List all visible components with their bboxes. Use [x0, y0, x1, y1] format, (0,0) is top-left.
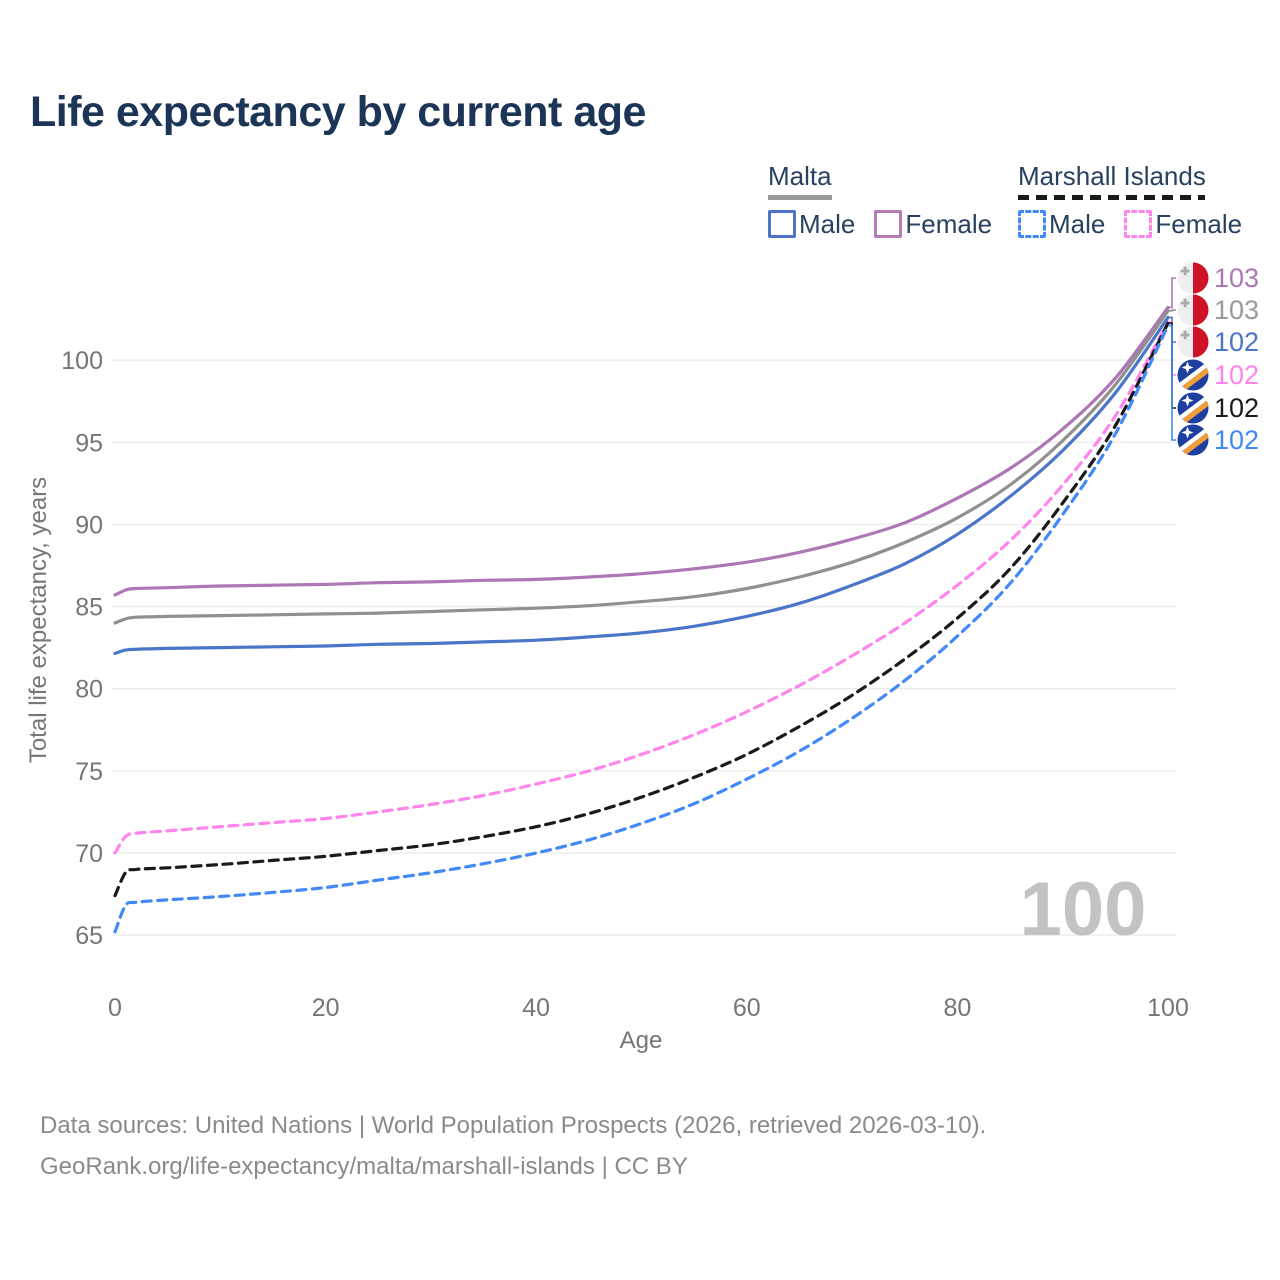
end-label-value-marshall-islands-male: 102: [1214, 425, 1259, 455]
end-label-value-malta: 103: [1214, 295, 1259, 325]
footer-attribution: GeoRank.org/life-expectancy/malta/marsha…: [40, 1152, 688, 1180]
series-line-malta-male: [113, 315, 1170, 655]
x-tick-label-0: 0: [108, 994, 122, 1022]
checkbox-marshall-islands-female[interactable]: [1124, 210, 1153, 239]
end-label-value-malta-female: 103: [1214, 263, 1259, 293]
malta-flag-icon: [1177, 294, 1209, 326]
legend-group-malta: Malta Male Female: [768, 162, 992, 240]
end-label-value-marshall-islands-female: 102: [1214, 360, 1259, 390]
checkbox-label-malta-female: Female: [905, 208, 993, 239]
end-label-leader-marshall-islands-male: [1168, 324, 1176, 441]
x-tick-label-60: 60: [733, 994, 761, 1022]
series-line-marshall-islands-male: [113, 324, 1170, 934]
end-label-leader-malta-female: [1168, 277, 1176, 309]
checkbox-label-malta-male: Male: [799, 208, 856, 239]
x-axis-title: Age: [620, 1027, 663, 1054]
y-tick-label-90: 90: [75, 511, 103, 539]
legend-title-malta: Malta: [768, 161, 832, 191]
end-label-leader-malta: [1168, 309, 1176, 312]
x-tick-label-40: 40: [522, 994, 550, 1022]
checkbox-malta-male[interactable]: [768, 210, 796, 239]
y-tick-label-85: 85: [75, 594, 103, 622]
x-tick-label-100: 100: [1147, 994, 1189, 1022]
checkbox-label-marshall-islands-male: Male: [1049, 208, 1106, 239]
y-axis-title: Total life expectancy, years: [25, 477, 52, 763]
page-title: Life expectancy by current age: [30, 88, 646, 136]
checkbox-malta-female[interactable]: [874, 210, 903, 239]
series-line-malta: [113, 309, 1170, 625]
malta-flag-icon: [1177, 326, 1209, 358]
checkbox-label-marshall-islands-female: Female: [1155, 208, 1243, 239]
series-line-marshall-islands: [113, 321, 1170, 898]
y-tick-label-100: 100: [61, 347, 103, 375]
legend-title-marshall-islands: Marshall Islands: [1018, 161, 1206, 191]
series-line-marshall-islands-female: [113, 320, 1170, 855]
legend-underline-malta-solid: [768, 194, 832, 200]
marshall-islands-flag-icon: [1177, 359, 1209, 391]
x-tick-label-20: 20: [312, 994, 340, 1022]
series-line-malta-female: [113, 305, 1170, 597]
legend-underline-marshall-dashed: [1018, 194, 1205, 200]
y-tick-label-65: 65: [75, 922, 103, 950]
chart-footer: Data sources: United Nations | World Pop…: [40, 1106, 986, 1188]
y-tick-label-70: 70: [75, 840, 103, 868]
end-label-value-marshall-islands: 102: [1214, 393, 1259, 423]
y-tick-label-95: 95: [75, 429, 103, 457]
x-tick-label-80: 80: [943, 994, 971, 1022]
legend-group-marshall-islands: Marshall Islands Male Female: [1018, 162, 1242, 240]
y-tick-label-75: 75: [75, 758, 103, 786]
checkbox-marshall-islands-male[interactable]: [1018, 210, 1046, 239]
age-counter-watermark: 100: [1020, 867, 1147, 952]
y-tick-label-80: 80: [75, 676, 103, 704]
malta-flag-icon: [1177, 262, 1209, 294]
footer-data-sources: Data sources: United Nations | World Pop…: [40, 1112, 987, 1139]
end-label-value-malta-male: 102: [1214, 327, 1259, 357]
marshall-islands-flag-icon: [1177, 424, 1209, 456]
marshall-islands-flag-icon: [1177, 392, 1209, 424]
